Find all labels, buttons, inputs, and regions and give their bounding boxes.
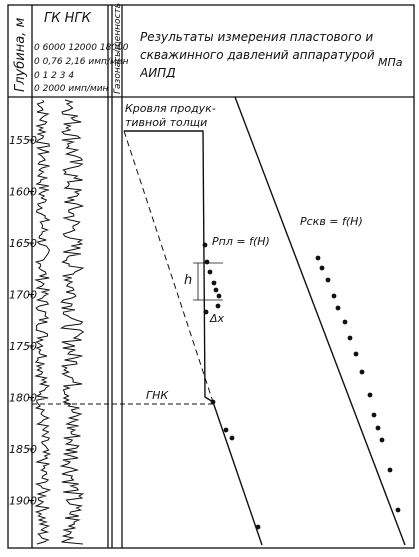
measurement-point (395, 507, 401, 513)
measurement-point (315, 255, 321, 261)
log-scale: 0 1 2 3 4 (34, 71, 74, 81)
log-curve (59, 99, 85, 545)
annotation: Кровля продук- (125, 102, 216, 115)
log-curve (33, 99, 52, 545)
depth-label: 1900 (9, 495, 37, 508)
measurement-point (210, 399, 216, 405)
measurement-point (359, 369, 365, 375)
measurement-point (347, 335, 353, 341)
annotation: тивной толщи (125, 116, 207, 129)
annotation: Pскв = f(H) (300, 215, 363, 228)
measurement-point (375, 425, 381, 431)
depth-label: 1850 (9, 443, 37, 456)
measurement-point (342, 319, 348, 325)
pressure-lines (32, 96, 406, 546)
annotation: h (184, 273, 192, 288)
depth-label: 1700 (9, 289, 37, 302)
frame (7, 4, 415, 549)
measurement-point (335, 305, 341, 311)
measurement-point (202, 242, 208, 248)
annotation: Pпл = f(H) (212, 235, 270, 248)
depth-label: 1550 (9, 134, 37, 147)
measurement-point (203, 309, 209, 315)
measurement-point (215, 303, 221, 309)
measurement-point (379, 437, 385, 443)
measurement-point (319, 265, 325, 271)
log-title: ГК НГК (44, 11, 92, 26)
main-title: Результаты измерения пластового и скважи… (140, 30, 375, 78)
measurement-point (255, 524, 261, 530)
depth-axis-label: Глубина, м (13, 18, 28, 92)
measurement-point (213, 287, 219, 293)
main-title-box: Результаты измерения пластового и скважи… (140, 30, 375, 78)
measurement-point (229, 435, 235, 441)
unit: МПа (378, 56, 403, 69)
measurement-point (387, 467, 393, 473)
measurement-point (204, 259, 210, 265)
annotation: ГНК (146, 389, 169, 402)
log-scale: 0 0,76 2,16 имп/мин (34, 57, 129, 67)
annotation: Δx (209, 312, 225, 325)
measurement-point (207, 269, 213, 275)
measurement-point (353, 351, 359, 357)
measurement-point (223, 427, 229, 433)
log-scale: 0 2000 имп/мин (34, 84, 109, 94)
log-scale: 0 6000 12000 18000 (34, 43, 129, 53)
measurement-point (371, 412, 377, 418)
depth-label: 1800 (9, 392, 37, 405)
measurement-point (325, 277, 331, 283)
measurement-point (211, 280, 217, 286)
depth-label: 1750 (9, 340, 37, 353)
measurement-point (331, 293, 337, 299)
measurement-point (367, 392, 373, 398)
depth-label: 1600 (9, 186, 37, 199)
depth-label: 1650 (9, 237, 37, 250)
saturation-label: Газонасыщенность (113, 3, 123, 94)
measurement-point (216, 293, 222, 299)
